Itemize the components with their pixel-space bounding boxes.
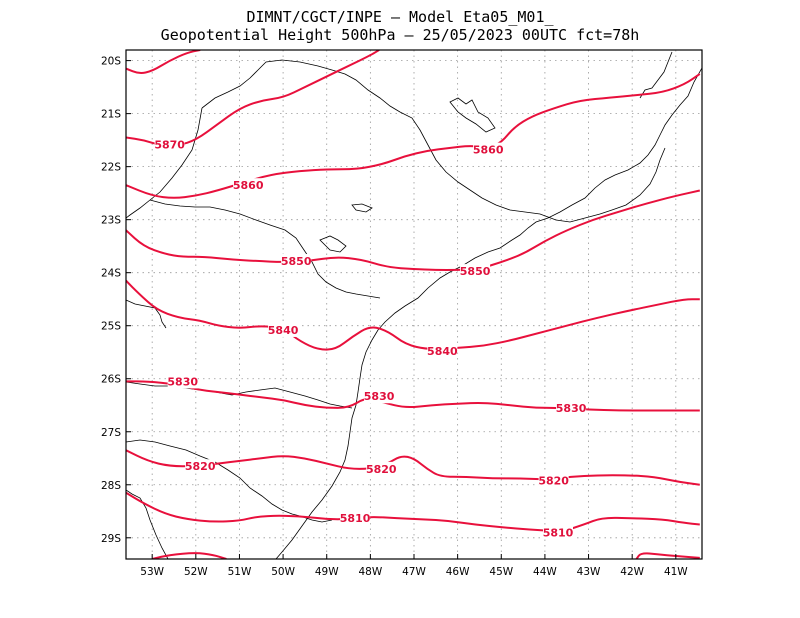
geopotential-contours xyxy=(126,50,701,559)
contour-label: 5810 xyxy=(340,512,371,525)
boundary-parana-santa-catarina xyxy=(126,381,353,409)
contour-5830 xyxy=(126,380,700,412)
reservoir xyxy=(319,235,347,253)
y-tick-label: 21S xyxy=(101,109,121,121)
contour-label-bg xyxy=(427,344,458,359)
contour-label: 5840 xyxy=(427,345,458,358)
x-tick-label: 49W xyxy=(315,566,339,578)
contour-label-bg xyxy=(364,389,395,404)
y-tick-label: 28S xyxy=(101,480,121,492)
contour-label-bg xyxy=(185,459,216,474)
contour-label-bg xyxy=(543,525,573,540)
contour-label: 5830 xyxy=(556,402,587,415)
contour-label-bg xyxy=(167,374,198,389)
boundary-mato-grosso-do-sul xyxy=(126,107,203,219)
contour-label-bg xyxy=(556,400,587,415)
contour-5850 xyxy=(126,189,701,272)
contour-label: 5850 xyxy=(281,255,312,268)
contour-label-bg xyxy=(473,142,504,157)
x-tick-label: 44W xyxy=(533,566,557,578)
x-tick-label: 51W xyxy=(228,566,252,578)
y-tick-label: 20S xyxy=(101,56,121,68)
grid-lines xyxy=(126,50,702,559)
contour-label: 5860 xyxy=(473,144,504,157)
x-tick-label: 43W xyxy=(577,566,601,578)
contour-label: 5820 xyxy=(538,475,569,488)
map-title-line-2: Geopotential Height 500hPa – 25/05/2023 … xyxy=(160,26,640,44)
x-tick-label: 50W xyxy=(271,566,295,578)
reservoir xyxy=(449,97,496,133)
contour-5810 xyxy=(126,491,700,532)
contour-label-bg xyxy=(154,137,185,152)
contour-5800 xyxy=(635,552,700,559)
contour-5840 xyxy=(126,279,700,351)
boundary-minas-bahia xyxy=(639,51,673,99)
contour-5860 xyxy=(126,73,701,199)
y-tick-label: 27S xyxy=(101,427,121,439)
map-title-line-1: DIMNT/CGCT/INPE – Model Eta05_M01_ xyxy=(246,8,554,26)
contour-label: 5860 xyxy=(233,179,264,192)
contour-label-bg xyxy=(281,254,312,269)
contour-label-bg xyxy=(233,178,264,193)
contour-5880 xyxy=(126,50,201,74)
reservoir xyxy=(351,203,373,213)
contour-5800 xyxy=(151,552,227,559)
contour-label: 5830 xyxy=(167,375,198,388)
contour-labels: 5870 5860 5860 5850 5850 5840 5840 5830 5830 5830… xyxy=(154,137,587,540)
x-tick-label: 46W xyxy=(446,566,470,578)
x-tick-label: 48W xyxy=(358,566,382,578)
x-tick-label: 53W xyxy=(140,566,164,578)
x-tick-label: 41W xyxy=(664,566,688,578)
contour-label: 5840 xyxy=(268,324,299,337)
contour-label: 5810 xyxy=(543,526,574,539)
contour-label-bg xyxy=(538,473,569,488)
contour-label-bg xyxy=(340,511,371,526)
boundary-argentina xyxy=(126,489,169,559)
contour-label: 5820 xyxy=(366,463,397,476)
contour-label: 5870 xyxy=(154,138,185,151)
boundary-parana-paraguay xyxy=(126,299,167,329)
contour-label: 5850 xyxy=(460,265,491,278)
contour-label-bg xyxy=(268,322,299,337)
y-tick-label: 29S xyxy=(101,533,121,545)
y-tick-label: 24S xyxy=(101,268,121,280)
boundary-rio xyxy=(599,147,666,215)
contour-label-bg xyxy=(366,461,397,476)
axis-ticks: 53W 52W 51W 50W 49W 48W 47W 46W 45W 44W 43W 42W 41W 2… xyxy=(101,56,688,578)
x-tick-label: 45W xyxy=(489,566,513,578)
x-tick-label: 52W xyxy=(184,566,208,578)
contour-label: 5830 xyxy=(364,390,395,403)
y-tick-label: 23S xyxy=(101,215,121,227)
contour-label-bg xyxy=(460,264,491,279)
x-tick-label: 42W xyxy=(620,566,644,578)
y-tick-label: 25S xyxy=(101,321,121,333)
x-tick-label: 47W xyxy=(402,566,426,578)
coastline xyxy=(275,67,702,559)
y-tick-label: 22S xyxy=(101,162,121,174)
y-tick-label: 26S xyxy=(101,374,121,386)
boundary-parana-saopaulo xyxy=(149,199,381,299)
boundary-minas-saopaulo xyxy=(201,59,601,223)
contour-5820 xyxy=(126,449,700,486)
contour-label: 5820 xyxy=(185,460,216,473)
